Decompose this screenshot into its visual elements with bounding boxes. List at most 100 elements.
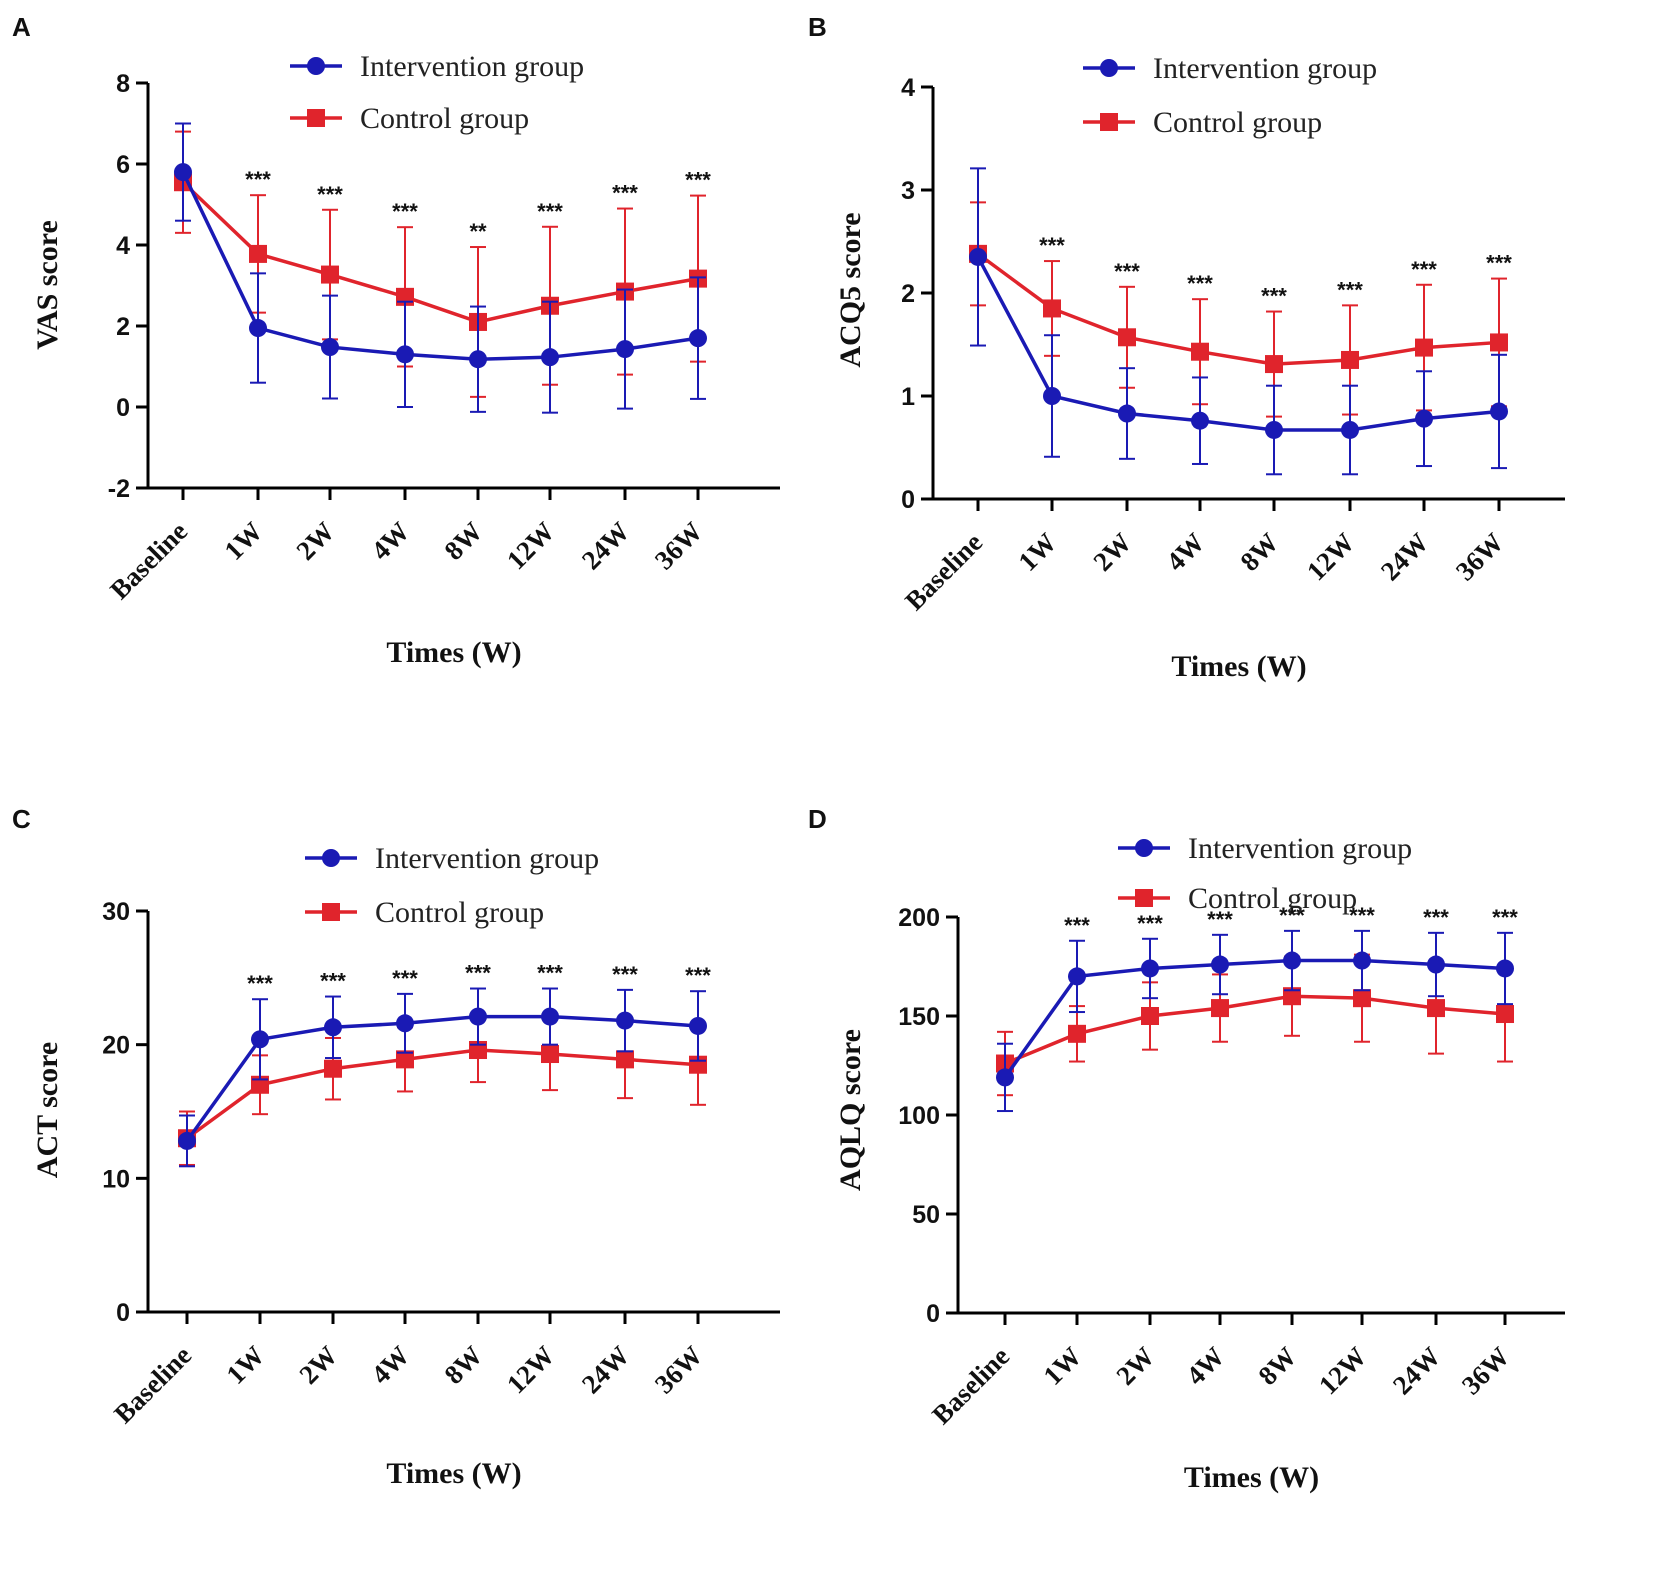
x-tick-label: 12W [1301, 527, 1360, 586]
x-tick-label: 36W [649, 1340, 708, 1399]
significance-label: *** [465, 961, 491, 986]
legend-label: Control group [360, 102, 529, 135]
significance-label: *** [685, 963, 711, 988]
significance-label: *** [392, 966, 418, 991]
legend-item-intervention: Intervention group [305, 842, 599, 875]
significance-label: *** [1279, 903, 1305, 928]
significance-label: *** [1114, 259, 1140, 284]
significance-label: *** [1137, 911, 1163, 936]
x-axis-title: Times (W) [1171, 650, 1306, 683]
data-point [1068, 1024, 1086, 1043]
y-tick-label: 4 [901, 74, 915, 102]
legend-marker [307, 57, 325, 75]
x-tick-label: Baseline [108, 1340, 197, 1429]
y-tick-label: 3 [901, 177, 915, 205]
data-point [1341, 350, 1359, 369]
y-tick-label: 8 [116, 70, 130, 98]
y-tick-label: 20 [102, 1032, 130, 1060]
data-point [1496, 959, 1514, 978]
x-axis-title: Times (W) [386, 1457, 521, 1490]
data-point [1068, 967, 1086, 986]
x-tick-label: 4W [365, 516, 415, 566]
data-point [1490, 402, 1508, 421]
y-tick-label: 100 [898, 1102, 940, 1130]
panel-b: B 0 1 2 3 4 Baseline 1W 2W 4W 8W 12W 24W 36W ACQ5 scor… [808, 12, 1565, 683]
significance-label: *** [537, 199, 563, 224]
data-point [1353, 989, 1371, 1008]
x-tick-label: 2W [290, 516, 340, 566]
y-tick-label: 0 [116, 1299, 130, 1327]
x-tick-label: 1W [1037, 1341, 1087, 1391]
data-point [1265, 355, 1283, 374]
x-tick-label: 36W [1456, 1341, 1515, 1400]
legend-item-control: Control group [290, 102, 529, 135]
significance-label: *** [320, 969, 346, 994]
y-tick-label: 0 [116, 394, 130, 422]
x-tick-label: 12W [501, 516, 560, 575]
data-point [616, 1011, 634, 1030]
data-point [541, 1045, 559, 1064]
y-tick-label: 2 [901, 280, 915, 308]
legend-marker [1100, 59, 1118, 77]
legend-label: Control group [1188, 882, 1357, 915]
panel-label: A [12, 12, 31, 42]
y-tick-label: 2 [116, 313, 130, 341]
data-point [969, 247, 987, 266]
legend-label: Intervention group [1153, 52, 1377, 85]
legend-item-control: Control group [1083, 106, 1322, 139]
data-point [1283, 987, 1301, 1006]
x-tick-label: 2W [1110, 1341, 1160, 1391]
data-point [469, 350, 487, 369]
x-tick-label: Baseline [899, 527, 988, 616]
x-tick-label: 8W [438, 1340, 488, 1390]
significance-label: *** [1337, 277, 1363, 302]
legend-item-control: Control group [305, 896, 544, 929]
x-tick-label: 1W [1012, 527, 1062, 577]
significance-label: *** [245, 167, 271, 192]
x-tick-label: 2W [293, 1340, 343, 1390]
significance-label: *** [392, 199, 418, 224]
series-line [976, 256, 1500, 432]
data-point [1427, 999, 1445, 1018]
series-intervention [174, 122, 707, 414]
data-point [396, 1050, 414, 1069]
x-tick-label: 24W [576, 1340, 635, 1399]
y-tick-label: 10 [102, 1165, 130, 1193]
data-point [1211, 999, 1229, 1018]
significance-label: ** [469, 219, 487, 244]
panel-d: D 0 50 100 150 200 Baseline 1W 2W 4W 8W 12W 24W 36W AQ… [808, 804, 1565, 1494]
data-point [1141, 959, 1159, 978]
significance-label: *** [1039, 233, 1065, 258]
y-tick-label: 1 [901, 383, 915, 411]
data-point [321, 338, 339, 357]
legend-marker [322, 849, 340, 867]
y-tick-label: 200 [898, 904, 940, 932]
data-point [324, 1059, 342, 1078]
data-point [174, 163, 192, 182]
y-tick-label: 50 [912, 1201, 940, 1229]
x-tick-label: 8W [438, 516, 488, 566]
y-axis-title: VAS score [31, 220, 64, 350]
significance-label: *** [1411, 257, 1437, 282]
series-intervention [178, 987, 707, 1168]
legend-marker [307, 109, 325, 127]
data-point [1265, 420, 1283, 439]
data-point [1191, 411, 1209, 430]
y-axis-title: ACQ5 score [834, 212, 867, 367]
series-line [1003, 958, 1506, 1079]
legend-item-control: Control group [1118, 882, 1357, 915]
data-point [251, 1030, 269, 1049]
x-tick-label: 4W [1180, 1341, 1230, 1391]
data-point [1427, 955, 1445, 974]
significance-label: *** [1349, 903, 1375, 928]
x-tick-label: 1W [218, 516, 268, 566]
data-point [1283, 951, 1301, 970]
data-point [1415, 409, 1433, 428]
significance-label: *** [247, 971, 273, 996]
y-tick-label: -2 [108, 475, 130, 503]
data-point [1191, 342, 1209, 361]
series-line [181, 180, 699, 324]
series-control [996, 953, 1514, 1097]
x-tick-label: 24W [1387, 1341, 1446, 1400]
